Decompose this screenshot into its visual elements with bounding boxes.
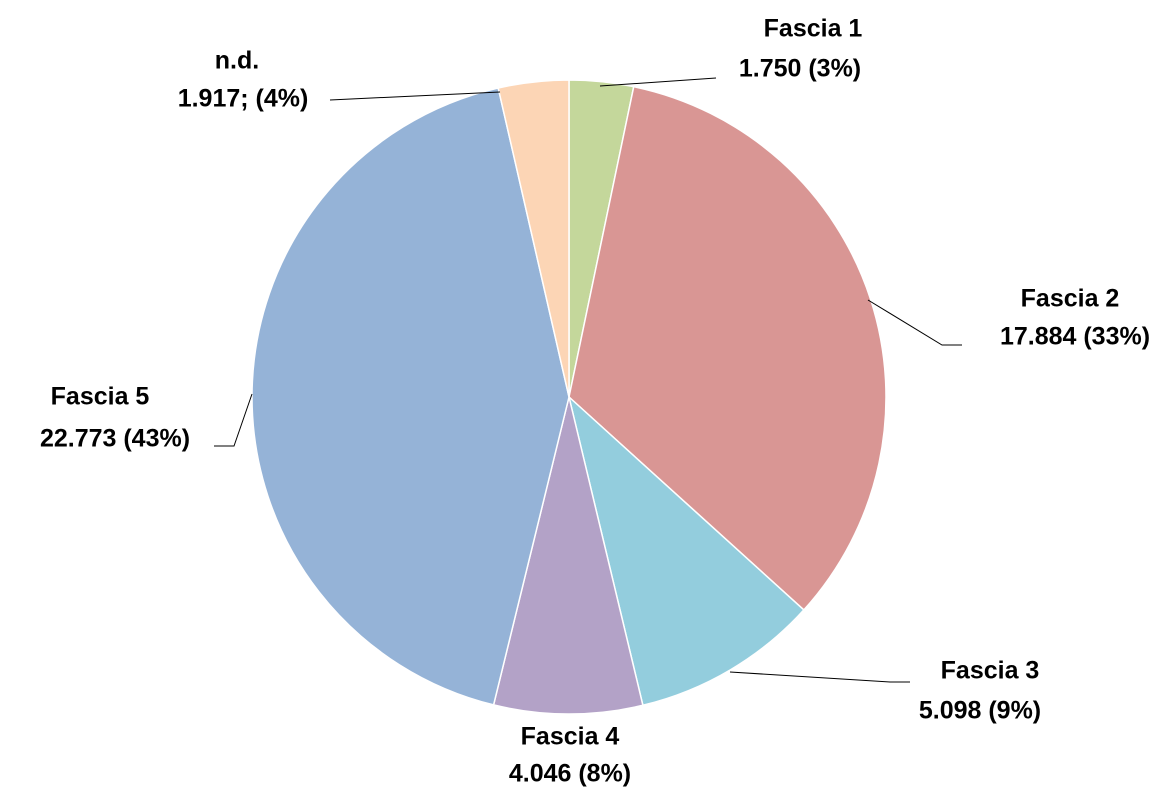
slice-label: Fascia 2 xyxy=(1021,285,1120,313)
leader-line xyxy=(599,77,717,87)
slice-label: n.d. xyxy=(215,47,259,75)
pie-slice xyxy=(567,394,805,707)
leader-line xyxy=(729,671,910,683)
leader-line xyxy=(329,91,501,101)
slice-label: Fascia 1 xyxy=(764,15,863,43)
slice-label: Fascia 4 xyxy=(521,723,620,751)
value-label: 17.884 (33%) xyxy=(1000,323,1150,351)
value-label: 22.773 (43%) xyxy=(40,425,190,453)
leader-line xyxy=(214,393,253,447)
value-label: 1.917; (4%) xyxy=(178,85,309,113)
pie-slice xyxy=(568,85,887,611)
pie-slice xyxy=(497,79,570,398)
leader-line xyxy=(867,299,962,346)
pie-slice xyxy=(492,396,644,715)
slice-label: Fascia 5 xyxy=(51,383,150,411)
value-label: 4.046 (8%) xyxy=(509,760,631,788)
value-label: 5.098 (9%) xyxy=(919,697,1041,725)
slice-label: Fascia 3 xyxy=(941,657,1040,685)
value-label: 1.750 (3%) xyxy=(739,55,861,83)
